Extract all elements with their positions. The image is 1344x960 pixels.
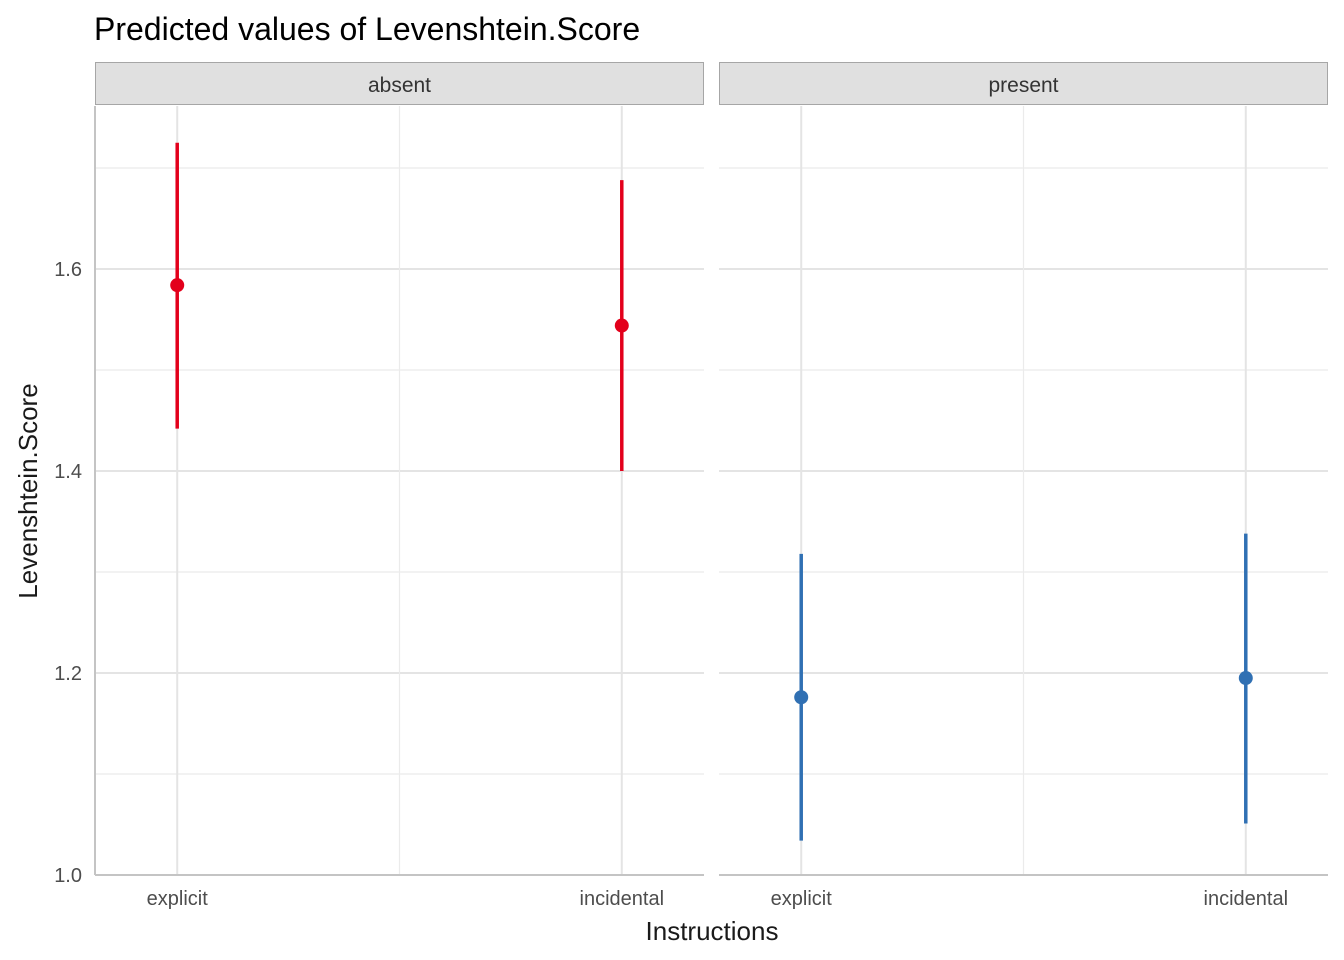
facet-strip xyxy=(95,62,704,105)
data-point xyxy=(170,278,185,293)
data-point xyxy=(614,318,629,333)
x-tick-label: incidental xyxy=(1204,888,1289,910)
facet-strip xyxy=(719,62,1328,105)
data-point xyxy=(794,690,809,705)
x-axis-title: Instructions xyxy=(646,916,779,946)
x-tick-label: incidental xyxy=(580,888,665,910)
y-axis-title: Levenshtein.Score xyxy=(13,383,43,598)
chart-title: Predicted values of Levenshtein.Score xyxy=(94,11,640,47)
facet-label: present xyxy=(988,74,1058,97)
plot-area: absent explicit incidental present explicit i… xyxy=(54,62,1328,910)
y-tick-label: 1.4 xyxy=(54,461,82,483)
facet-label: absent xyxy=(368,74,431,97)
x-tick-label: explicit xyxy=(147,888,209,910)
y-tick-label: 1.0 xyxy=(54,865,82,887)
y-tick-label: 1.2 xyxy=(54,663,82,685)
x-tick-label: explicit xyxy=(771,888,833,910)
data-point xyxy=(1238,671,1253,686)
y-tick-label: 1.6 xyxy=(54,259,82,281)
